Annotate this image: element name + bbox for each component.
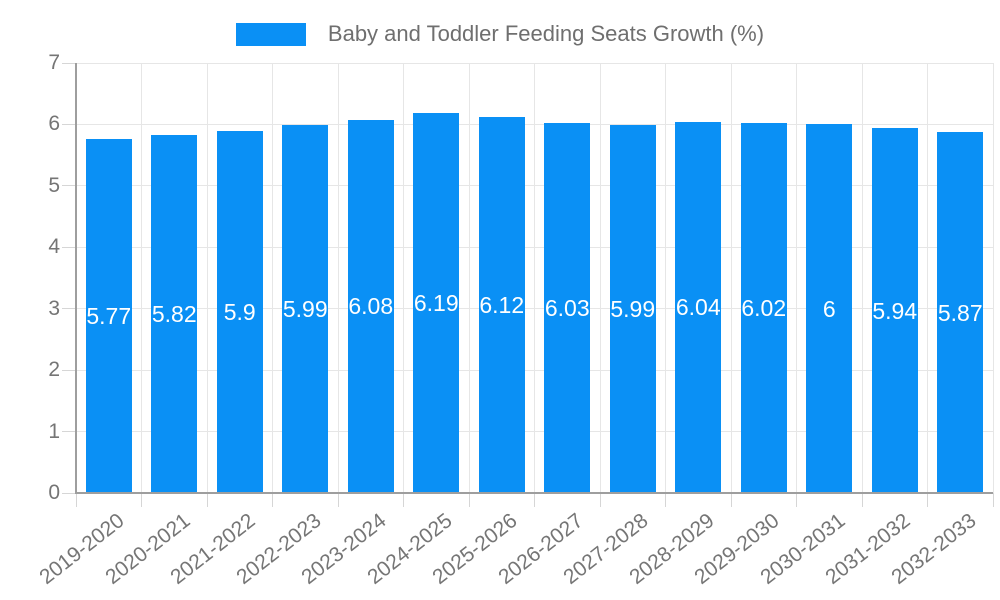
x-tick <box>992 493 994 507</box>
v-gridline <box>206 63 208 493</box>
bar[interactable] <box>347 119 394 493</box>
bar-value-label: 6 <box>822 295 836 322</box>
v-gridline <box>534 63 535 493</box>
y-tick <box>62 62 76 64</box>
bar[interactable] <box>151 135 198 493</box>
v-gridline <box>730 63 732 493</box>
bar[interactable] <box>85 138 132 493</box>
x-tick <box>861 493 863 507</box>
x-tick <box>206 493 208 507</box>
y-tick <box>62 431 76 433</box>
bar[interactable] <box>675 121 722 493</box>
x-tick <box>665 493 666 507</box>
bar-value-label: 5.94 <box>872 297 918 324</box>
bar[interactable] <box>609 125 656 493</box>
x-tick <box>730 493 732 507</box>
bar-value-label: 6.08 <box>348 293 394 320</box>
v-gridline <box>927 63 928 493</box>
y-tick-label: 6 <box>48 112 60 136</box>
bar-value-label: 6.04 <box>675 294 721 321</box>
y-tick-label: 7 <box>48 51 60 74</box>
v-gridline <box>796 63 797 493</box>
x-axis-line <box>74 492 993 494</box>
bar-value-label: 5.77 <box>86 302 132 329</box>
y-tick-label: 3 <box>48 296 60 320</box>
bar[interactable] <box>871 128 918 493</box>
v-gridline <box>599 63 601 493</box>
x-tick <box>75 493 77 507</box>
bar-value-label: 5.82 <box>151 301 197 328</box>
bar-value-label: 5.99 <box>610 296 656 323</box>
y-tick-label: 5 <box>48 173 60 197</box>
x-tick <box>796 493 797 507</box>
y-tick <box>62 246 76 248</box>
y-tick-label: 1 <box>48 419 60 443</box>
x-tick <box>927 493 928 507</box>
y-axis-line <box>74 63 77 494</box>
bar-value-label: 5.9 <box>223 298 256 325</box>
y-tick-label: 0 <box>48 481 60 504</box>
bar[interactable] <box>216 130 263 493</box>
bar[interactable] <box>478 117 525 493</box>
bar-value-label: 6.12 <box>479 292 525 319</box>
x-tick <box>141 493 142 507</box>
y-tick <box>62 369 76 371</box>
y-tick <box>62 185 76 187</box>
bar[interactable] <box>806 124 853 493</box>
v-gridline <box>992 63 994 493</box>
x-tick <box>534 493 535 507</box>
y-tick <box>62 492 76 494</box>
bar[interactable] <box>937 132 984 493</box>
v-gridline <box>272 63 273 493</box>
legend-swatch-icon <box>235 22 306 46</box>
x-tick <box>272 493 273 507</box>
bar[interactable] <box>413 112 460 493</box>
x-tick <box>337 493 339 507</box>
y-tick <box>62 123 76 125</box>
bar-value-label: 6.02 <box>741 295 787 322</box>
v-gridline <box>861 63 863 493</box>
y-tick-label: 2 <box>48 358 60 382</box>
bar-value-label: 5.99 <box>282 296 328 323</box>
y-tick <box>62 308 76 310</box>
bar-value-label: 6.03 <box>544 294 590 321</box>
v-gridline <box>337 63 339 493</box>
bar[interactable] <box>282 125 329 493</box>
v-gridline <box>403 63 404 493</box>
x-tick <box>403 493 404 507</box>
v-gridline <box>141 63 142 493</box>
bar[interactable] <box>740 123 787 493</box>
x-tick <box>599 493 601 507</box>
legend-label: Baby and Toddler Feeding Seats Growth (%… <box>327 21 765 46</box>
v-gridline <box>665 63 666 493</box>
bar-value-label: 6.19 <box>413 289 459 316</box>
bar[interactable] <box>544 122 591 493</box>
y-tick-label: 4 <box>48 235 60 259</box>
legend[interactable]: Baby and Toddler Feeding Seats Growth (%… <box>0 21 1000 47</box>
bar-value-label: 5.87 <box>937 299 983 326</box>
x-tick <box>468 493 470 507</box>
v-gridline <box>468 63 470 493</box>
